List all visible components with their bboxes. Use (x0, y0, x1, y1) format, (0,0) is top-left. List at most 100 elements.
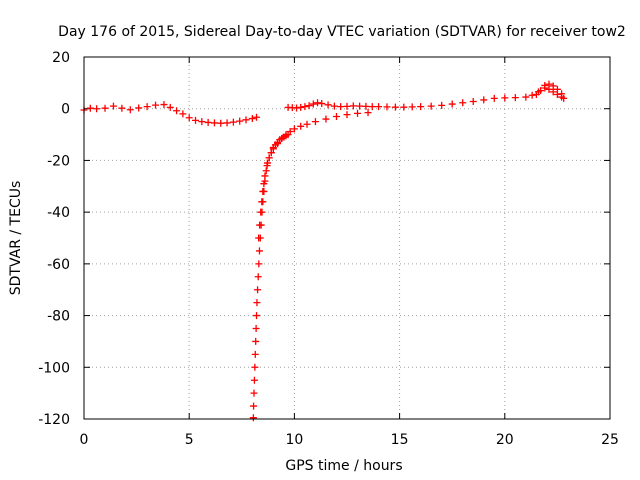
data-point (259, 187, 267, 195)
data-point (511, 94, 519, 102)
plot-frame (83, 56, 611, 420)
data-point (391, 103, 399, 111)
data-point (250, 389, 258, 397)
y-tick-label: -20 (47, 153, 70, 169)
series-end-spread (532, 81, 568, 102)
data-point (242, 116, 250, 124)
data-point (322, 115, 330, 123)
data-point (251, 363, 259, 371)
data-point (251, 350, 259, 358)
data-point (252, 337, 260, 345)
data-point (343, 111, 351, 119)
data-point (267, 149, 275, 157)
data-point (263, 162, 271, 170)
x-tick-label: 5 (185, 432, 194, 448)
data-point (166, 103, 174, 111)
data-point (262, 167, 270, 175)
x-tick-label: 25 (601, 432, 619, 448)
data-point (314, 99, 322, 107)
data-point (261, 172, 269, 180)
data-point (362, 102, 370, 110)
data-point (229, 118, 237, 126)
data-point (250, 376, 258, 384)
data-point (152, 101, 160, 109)
data-point (356, 102, 364, 110)
data-point (297, 122, 305, 130)
data-point (553, 90, 561, 98)
y-tick-label: -100 (38, 360, 70, 376)
data-point (253, 299, 261, 307)
data-point (258, 198, 266, 206)
data-point (427, 102, 435, 110)
data-point (417, 103, 425, 111)
data-point (383, 103, 391, 111)
x-tick-label: 0 (80, 432, 89, 448)
data-point (408, 103, 416, 111)
data-point (522, 93, 530, 101)
data-points (80, 80, 568, 422)
data-point (284, 131, 292, 139)
data-point (438, 101, 446, 109)
data-point (490, 94, 498, 102)
data-point (330, 102, 338, 110)
y-tick-label: -120 (38, 412, 70, 428)
data-point (354, 109, 362, 117)
y-tick-label: 20 (52, 50, 70, 66)
data-point (301, 103, 309, 111)
axis-tick-labels: 0 5 10 15 20 25 -120 -100 -80 -60 -40 -20 0 20 (38, 50, 619, 448)
data-point (254, 286, 262, 294)
data-point (255, 234, 263, 242)
data-point (309, 100, 317, 108)
data-point (256, 221, 264, 229)
data-point (265, 154, 273, 162)
data-point (109, 102, 117, 110)
data-point (343, 102, 351, 110)
data-point (290, 125, 298, 133)
data-point (501, 94, 509, 102)
data-point (86, 104, 94, 112)
x-tick-label: 20 (496, 432, 514, 448)
data-point (459, 99, 467, 107)
data-point (248, 115, 256, 123)
data-point (332, 112, 340, 120)
data-point (101, 104, 109, 112)
data-point (143, 103, 151, 111)
data-point (236, 117, 244, 125)
data-point (364, 109, 372, 117)
data-point (217, 119, 225, 127)
x-tick-label: 15 (391, 432, 409, 448)
data-point (118, 104, 126, 112)
data-point (257, 208, 265, 216)
data-point (368, 103, 376, 111)
data-point (249, 414, 257, 422)
data-point (185, 114, 193, 122)
data-point (297, 103, 305, 111)
data-point (305, 102, 313, 110)
data-point (93, 105, 101, 113)
y-tick-label: -40 (47, 205, 70, 221)
data-point (160, 101, 168, 109)
data-point (469, 97, 477, 105)
data-point (253, 312, 261, 320)
data-point (480, 96, 488, 104)
data-point (337, 103, 345, 111)
data-point (126, 106, 134, 114)
y-axis-label: SDTVAR / TECUs (8, 181, 24, 296)
data-point (528, 91, 536, 99)
y-tick-label: -80 (47, 309, 70, 325)
data-point (537, 87, 545, 95)
data-point (192, 116, 200, 124)
series-dropout-descent (249, 159, 271, 422)
data-point (255, 260, 263, 268)
series-segment-1 (80, 101, 261, 127)
data-point (324, 101, 332, 109)
data-point (254, 273, 262, 281)
data-point (252, 325, 260, 332)
data-point (375, 103, 383, 111)
data-point (311, 118, 319, 126)
data-point (250, 402, 258, 410)
data-point (253, 113, 261, 121)
data-point (349, 102, 357, 110)
y-tick-label: -60 (47, 257, 70, 273)
